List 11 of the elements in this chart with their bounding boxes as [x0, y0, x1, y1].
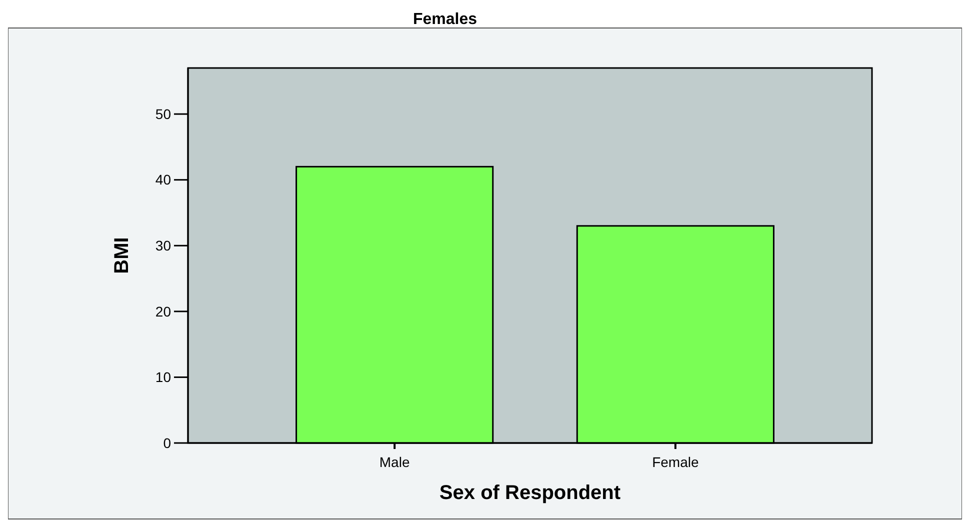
x-tick-label: Male [379, 454, 410, 470]
y-tick-label: 20 [155, 303, 172, 320]
chart-title: Females [412, 11, 478, 28]
x-axis-title: Sex of Respondent [439, 482, 621, 504]
y-tick-label: 0 [163, 434, 172, 451]
y-tick-label: 50 [155, 106, 172, 122]
y-axis-title: BMI [111, 237, 133, 274]
x-tick-label: Female [652, 454, 699, 470]
y-tick-label: 30 [155, 238, 172, 254]
y-tick-label: 40 [155, 172, 172, 188]
y-tick-label: 10 [155, 369, 172, 386]
